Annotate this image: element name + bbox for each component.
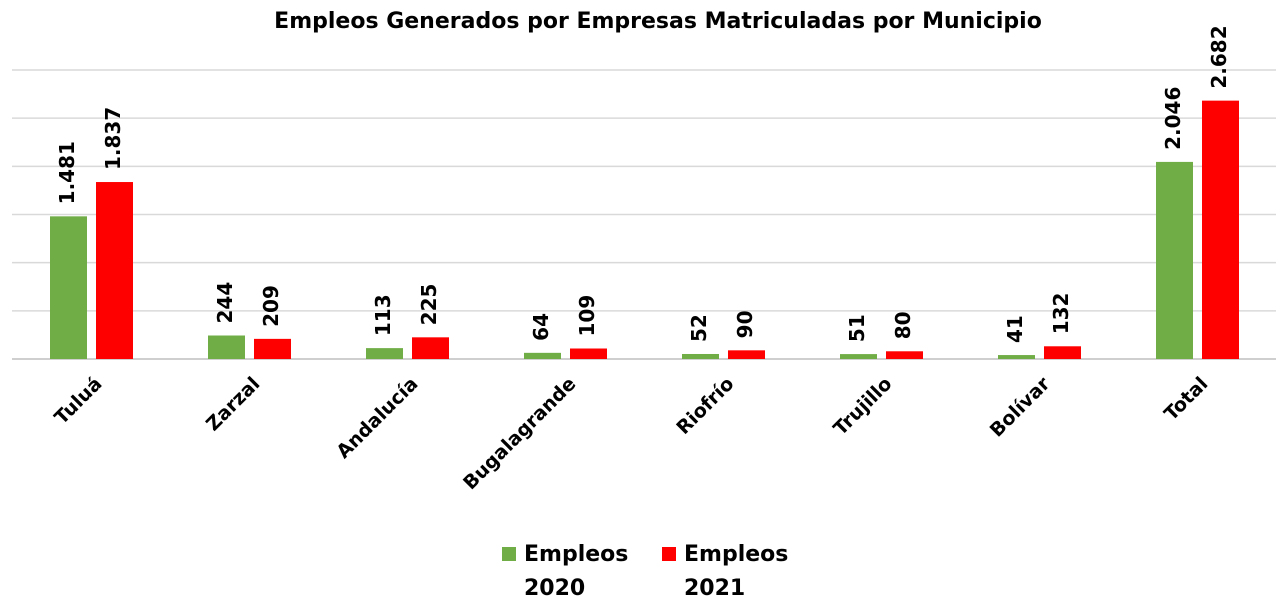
bar [682, 353, 719, 359]
bar [998, 355, 1035, 359]
value-label: 80 [891, 311, 915, 339]
value-label: 41 [1003, 315, 1027, 343]
bar [1044, 346, 1081, 359]
value-label: 90 [733, 310, 757, 338]
bar [208, 335, 245, 359]
legend-swatch [502, 547, 516, 561]
x-tick-label: Riofrío [672, 373, 738, 439]
bar [886, 351, 923, 359]
bar [96, 182, 133, 359]
bar [1202, 100, 1239, 359]
x-tick-label: Total [1160, 373, 1212, 425]
bar [412, 337, 449, 359]
x-tick-label: Zarzal [202, 373, 264, 435]
legend-swatch [662, 547, 676, 561]
bar [840, 354, 877, 359]
value-label: 244 [213, 282, 237, 324]
bar [728, 350, 765, 359]
legend-label: Empleos 2021 [684, 542, 789, 596]
value-label: 1.837 [101, 107, 125, 170]
value-label: 64 [529, 313, 553, 341]
value-label: 132 [1049, 293, 1073, 335]
value-label: 113 [371, 294, 395, 336]
x-tick-label: Bolívar [986, 372, 1055, 441]
legend: Empleos 2020 Empleos 2021 [502, 538, 814, 596]
bar [50, 216, 87, 359]
chart-title: Empleos Generados por Empresas Matricula… [274, 9, 1042, 34]
value-label: 109 [575, 295, 599, 337]
x-tick-label: Bugalagrande [459, 373, 580, 494]
x-tick-label: Tuluá [50, 373, 106, 429]
value-label: 225 [417, 284, 441, 326]
bar [254, 338, 291, 359]
bar [1156, 161, 1193, 359]
value-label: 2.682 [1207, 25, 1231, 88]
value-label: 52 [687, 314, 711, 342]
value-label: 51 [845, 314, 869, 342]
x-tick-label: Andalucía [332, 373, 422, 463]
bar [524, 352, 561, 359]
value-label: 209 [259, 285, 283, 327]
bar [366, 348, 403, 359]
value-label: 1.481 [55, 141, 79, 204]
x-tick-label: Trujillo [829, 373, 896, 440]
legend-label: Empleos 2020 [524, 542, 629, 596]
value-label: 2.046 [1161, 87, 1185, 150]
bar [570, 348, 607, 359]
